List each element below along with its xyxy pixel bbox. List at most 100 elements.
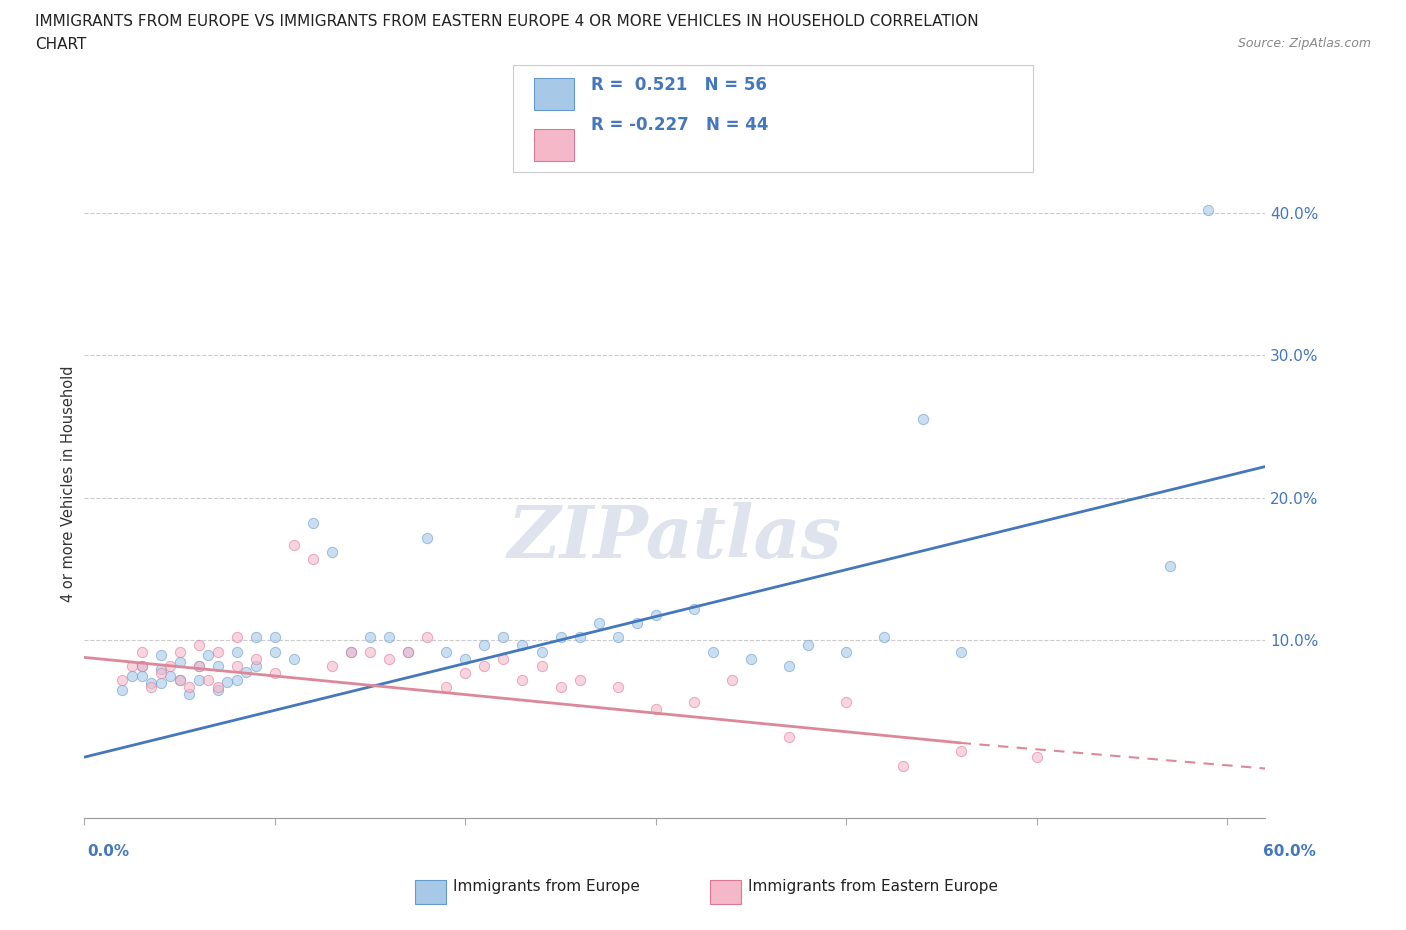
Point (359, 630, 381, 644)
Point (225, 672, 247, 687)
Point (263, 666, 285, 681)
Point (139, 675, 162, 690)
Text: R =  0.521   N = 56: R = 0.521 N = 56 (591, 76, 766, 94)
Point (187, 658, 209, 673)
Point (131, 658, 153, 673)
Point (245, 658, 267, 673)
Point (492, 630, 515, 644)
Point (740, 651, 762, 666)
Point (1025, 750, 1047, 764)
Point (149, 661, 172, 676)
Point (683, 602, 706, 617)
Text: ZIPatlas: ZIPatlas (508, 501, 842, 573)
Point (644, 701, 666, 716)
Point (530, 644, 553, 659)
Point (396, 644, 419, 659)
Point (512, 672, 534, 687)
Point (207, 683, 229, 698)
Point (683, 694, 706, 709)
Point (131, 658, 153, 673)
Point (378, 630, 401, 644)
Point (302, 551, 325, 566)
Point (207, 658, 229, 673)
Point (111, 672, 134, 687)
Point (207, 680, 229, 695)
Point (169, 672, 191, 687)
Point (149, 675, 172, 690)
Point (644, 607, 666, 622)
Point (225, 630, 247, 644)
Point (187, 637, 209, 652)
Point (702, 644, 724, 659)
Point (159, 658, 181, 673)
Point (568, 630, 591, 644)
Point (321, 658, 343, 673)
Point (179, 687, 201, 702)
Point (530, 658, 553, 673)
Point (721, 672, 744, 687)
Point (225, 658, 247, 673)
Point (1197, 203, 1219, 218)
Point (949, 744, 972, 759)
Point (131, 644, 153, 659)
Text: Immigrants from Eastern Europe: Immigrants from Eastern Europe (748, 879, 998, 894)
Point (225, 644, 247, 659)
Point (340, 644, 363, 659)
Point (873, 630, 896, 644)
Point (302, 516, 325, 531)
Point (568, 672, 591, 687)
Point (797, 637, 820, 652)
Point (416, 630, 439, 644)
Text: 60.0%: 60.0% (1263, 844, 1316, 859)
Point (378, 651, 401, 666)
Point (778, 730, 800, 745)
Text: Source: ZipAtlas.com: Source: ZipAtlas.com (1237, 37, 1371, 50)
Point (283, 538, 305, 552)
Point (396, 644, 419, 659)
Point (139, 680, 162, 695)
Point (263, 630, 285, 644)
Point (512, 637, 534, 652)
Point (321, 545, 343, 560)
Point (169, 644, 191, 659)
Point (121, 658, 143, 673)
Y-axis label: 4 or more Vehicles in Household: 4 or more Vehicles in Household (60, 365, 76, 602)
Text: Immigrants from Europe: Immigrants from Europe (453, 879, 640, 894)
Point (169, 672, 191, 687)
Point (131, 669, 153, 684)
Point (245, 630, 267, 644)
Point (121, 669, 143, 684)
Point (893, 758, 915, 773)
Point (187, 658, 209, 673)
Point (340, 644, 363, 659)
Text: 0.0%: 0.0% (87, 844, 129, 859)
Point (835, 644, 858, 659)
Point (283, 651, 305, 666)
Point (359, 644, 381, 659)
Point (949, 644, 972, 659)
Point (217, 674, 239, 689)
Point (454, 666, 477, 681)
Point (492, 651, 515, 666)
Point (245, 651, 267, 666)
Point (835, 694, 858, 709)
Point (626, 616, 648, 631)
Point (207, 644, 229, 659)
Point (187, 672, 209, 687)
Point (434, 644, 457, 659)
Text: IMMIGRANTS FROM EUROPE VS IMMIGRANTS FROM EASTERN EUROPE 4 OR MORE VEHICLES IN H: IMMIGRANTS FROM EUROPE VS IMMIGRANTS FRO… (35, 14, 979, 29)
Text: R = -0.227   N = 44: R = -0.227 N = 44 (591, 116, 768, 134)
Text: CHART: CHART (35, 37, 87, 52)
Point (550, 680, 572, 695)
Point (235, 664, 257, 679)
Point (454, 651, 477, 666)
Point (169, 654, 191, 669)
Point (111, 683, 134, 698)
Point (911, 412, 934, 427)
Point (159, 669, 181, 684)
Point (1159, 559, 1181, 574)
Point (179, 680, 201, 695)
Point (606, 630, 628, 644)
Point (149, 647, 172, 662)
Point (606, 680, 628, 695)
